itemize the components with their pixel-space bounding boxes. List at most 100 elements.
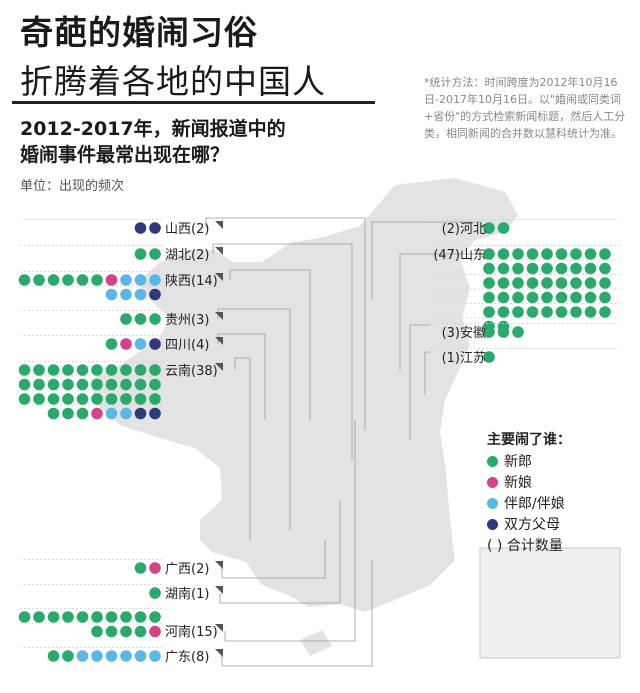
connector-广东	[221, 560, 373, 667]
dot-贵州	[134, 313, 147, 325]
dot-山东	[570, 291, 582, 304]
legend-item-parents: 双方父母	[487, 514, 560, 534]
dot-陕西	[120, 274, 132, 286]
legend-label-bride: 新娘	[504, 475, 532, 491]
dot-云南	[91, 407, 103, 420]
title-line-2: 折腾着各地的中国人	[20, 62, 326, 101]
dot-河南	[149, 611, 161, 623]
corner-mark-陕西	[215, 273, 223, 281]
dot-河南	[120, 611, 132, 623]
connector-山东	[399, 253, 480, 370]
dot-四川	[134, 338, 147, 350]
dot-云南	[105, 407, 118, 420]
dot-山东	[555, 248, 568, 260]
province-label-广西: 广西(2)	[165, 562, 209, 577]
dot-山东	[555, 277, 568, 289]
province-label-河北: (2)河北	[442, 222, 486, 237]
dot-云南	[120, 364, 132, 376]
china-map-silhouette	[90, 178, 518, 612]
dot-云南	[62, 407, 74, 420]
dot-山东	[526, 277, 539, 289]
dot-广东	[105, 650, 118, 662]
dot-河南	[91, 611, 103, 623]
dot-云南	[149, 393, 161, 405]
corner-mark-山西	[215, 221, 223, 229]
dot-云南	[33, 393, 45, 405]
dot-云南	[120, 393, 132, 405]
dot-山东	[541, 306, 553, 318]
dot-河南	[18, 611, 31, 623]
dot-云南	[47, 364, 60, 376]
dot-山东	[526, 248, 539, 260]
corner-mark-河南	[215, 624, 223, 632]
dot-湖北	[149, 248, 161, 260]
dot-陕西	[134, 274, 147, 286]
dot-云南	[120, 378, 132, 391]
dot-河北	[483, 222, 495, 234]
province-label-广东: 广东(8)	[165, 650, 209, 665]
dot-云南	[91, 364, 103, 376]
dot-山东	[570, 277, 582, 289]
dot-陕西	[120, 288, 132, 301]
dot-山东	[483, 248, 495, 260]
dot-云南	[18, 378, 31, 391]
connector-云南	[234, 357, 251, 540]
legend-item-groom: 新郎	[487, 451, 532, 471]
dot-云南	[47, 407, 60, 420]
dot-河北	[497, 222, 510, 234]
dot-广东	[149, 650, 161, 662]
dot-河南	[134, 611, 147, 623]
province-label-江苏: (1)江苏	[442, 350, 486, 366]
dot-山东	[526, 291, 539, 304]
corner-mark-云南	[215, 363, 223, 371]
connector-湖北	[212, 243, 353, 460]
dot-山东	[541, 262, 553, 275]
dot-云南	[91, 378, 103, 391]
dot-山东	[526, 306, 539, 318]
dot-山东	[512, 262, 524, 275]
dot-山东	[497, 291, 510, 304]
dot-云南	[105, 364, 118, 376]
dot-云南	[149, 407, 161, 420]
dot-山东	[599, 291, 611, 304]
dot-湖南	[149, 587, 161, 599]
dot-安徽	[497, 326, 510, 338]
dot-贵州	[149, 313, 161, 325]
dot-云南	[47, 393, 60, 405]
dot-山东	[584, 262, 597, 275]
corner-mark-贵州	[215, 312, 223, 320]
dot-山东	[599, 262, 611, 275]
dot-云南	[76, 393, 89, 405]
dot-陕西	[33, 274, 45, 286]
dot-山东	[555, 291, 568, 304]
legend-item-bride: 新娘	[487, 472, 532, 492]
province-label-山西: 山西(2)	[165, 222, 209, 237]
dot-山东	[599, 306, 611, 318]
legend-label-parents: 双方父母	[504, 517, 560, 533]
dot-河南	[76, 611, 89, 623]
dot-广东	[47, 650, 60, 662]
province-label-湖北: 湖北(2)	[165, 248, 209, 263]
dot-四川	[105, 338, 118, 350]
dot-山东	[483, 277, 495, 289]
dot-山东	[512, 291, 524, 304]
dot-山东	[584, 248, 597, 260]
dot-山东	[497, 248, 510, 260]
dot-山东	[483, 291, 495, 304]
corner-mark-湖南	[215, 586, 223, 594]
dot-广东	[120, 650, 132, 662]
province-label-四川: 四川(4)	[165, 338, 209, 353]
dot-云南	[134, 407, 147, 420]
dot-山东	[570, 262, 582, 275]
legend-label-attendants: 伴郎/伴娘	[504, 496, 565, 512]
dot-广东	[62, 650, 74, 662]
dot-山东	[584, 277, 597, 289]
legend-item-attendants: 伴郎/伴娘	[487, 493, 565, 513]
dot-云南	[134, 364, 147, 376]
south-china-sea-inset	[479, 547, 621, 659]
dot-山东	[555, 262, 568, 275]
dot-湖北	[134, 248, 147, 260]
legend-title: 主要闹了谁：	[487, 432, 571, 448]
dot-陕西	[76, 274, 89, 286]
dot-云南	[62, 364, 74, 376]
